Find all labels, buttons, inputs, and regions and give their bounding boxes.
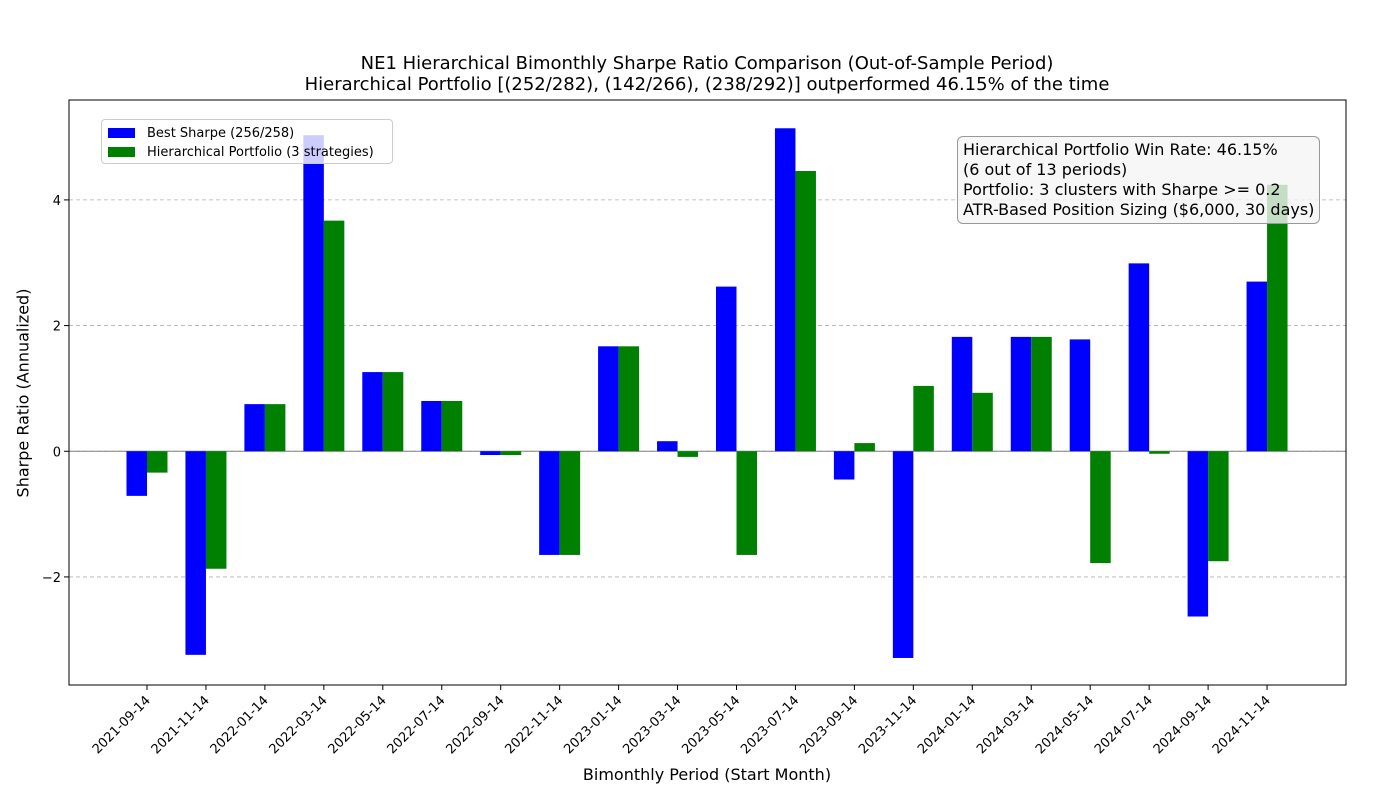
- x-tick-label: 2023-05-14: [679, 693, 743, 757]
- bar-hierarchical: [1208, 451, 1229, 562]
- bar-hierarchical: [264, 404, 286, 452]
- legend-swatch-green: [108, 147, 135, 157]
- x-tick-label: 2024-05-14: [1033, 693, 1097, 757]
- bar-hierarchical: [147, 451, 168, 473]
- chart-title: NE1 Hierarchical Bimonthly Sharpe Ratio …: [360, 53, 1054, 74]
- bar-hierarchical: [323, 220, 345, 452]
- bar-best-sharpe: [1069, 339, 1091, 452]
- x-tick-label: 2022-07-14: [385, 693, 449, 757]
- x-tick-label: 2024-01-14: [915, 693, 979, 757]
- bar-hierarchical: [972, 392, 993, 452]
- x-tick-label: 2022-11-14: [502, 693, 566, 757]
- x-tick-label: 2021-11-14: [149, 693, 213, 757]
- x-tick-label: 2022-09-14: [443, 693, 507, 757]
- legend-swatch-blue: [108, 128, 135, 138]
- annotation-line: ATR-Based Position Sizing ($6,000, 30 da…: [963, 200, 1315, 219]
- bar-best-sharpe: [421, 400, 442, 452]
- bar-hierarchical: [1090, 451, 1111, 564]
- x-tick-label: 2023-01-14: [561, 693, 625, 757]
- bar-hierarchical: [559, 451, 581, 555]
- bar-best-sharpe: [362, 372, 383, 452]
- x-tick-label: 2024-09-14: [1151, 693, 1215, 757]
- x-tick-label: 2022-01-14: [208, 693, 272, 757]
- x-tick-label: 2023-03-14: [620, 693, 684, 757]
- x-tick-label: 2023-09-14: [797, 693, 861, 757]
- bar-best-sharpe: [1010, 336, 1032, 452]
- bar-hierarchical: [1267, 184, 1288, 452]
- bar-best-sharpe: [1128, 263, 1150, 452]
- x-tick-label: 2024-03-14: [974, 693, 1038, 757]
- bar-best-sharpe: [774, 128, 796, 452]
- x-tick-label: 2021-09-14: [90, 693, 154, 757]
- bar-hierarchical: [1149, 451, 1170, 454]
- bar-hierarchical: [795, 171, 816, 452]
- bar-hierarchical: [854, 443, 875, 452]
- x-tick-label: 2022-03-14: [267, 693, 331, 757]
- bar-hierarchical: [205, 451, 227, 569]
- bar-best-sharpe: [539, 451, 560, 555]
- annotation-line: (6 out of 13 periods): [963, 160, 1128, 179]
- x-axis-label: Bimonthly Period (Start Month): [582, 765, 832, 784]
- bar-best-sharpe: [657, 441, 678, 452]
- bar-hierarchical: [736, 451, 757, 555]
- win-rate-annotation: Hierarchical Portfolio Win Rate: 46.15% …: [957, 136, 1321, 224]
- bar-best-sharpe: [185, 451, 206, 655]
- y-tick-label: 4: [53, 194, 61, 209]
- bar-best-sharpe: [892, 451, 914, 658]
- bar-best-sharpe: [598, 346, 619, 452]
- bar-best-sharpe: [480, 451, 501, 456]
- y-tick-label: −2: [42, 571, 61, 586]
- bar-best-sharpe: [244, 404, 265, 452]
- legend: Best Sharpe (256/258) Hierarchical Portf…: [101, 119, 393, 164]
- x-axis-ticks: 2021-09-142021-11-142022-01-142022-03-14…: [90, 685, 1274, 757]
- bar-hierarchical: [382, 372, 404, 452]
- grid-lines: [69, 199, 1346, 578]
- bar-hierarchical: [618, 346, 640, 452]
- bar-best-sharpe: [716, 286, 737, 452]
- chart-subtitle: Hierarchical Portfolio [(252/282), (142/…: [304, 74, 1110, 95]
- x-tick-label: 2022-05-14: [326, 693, 390, 757]
- bar-best-sharpe: [1187, 451, 1209, 617]
- bar-best-sharpe: [951, 336, 973, 452]
- legend-item-hierarchical: Hierarchical Portfolio (3 strategies): [108, 143, 374, 161]
- x-tick-label: 2024-11-14: [1210, 693, 1274, 757]
- annotation-line: Portfolio: 3 clusters with Sharpe >= 0.2: [963, 180, 1281, 199]
- bars: [126, 128, 1288, 658]
- y-axis-ticks: −2 0 2 4: [42, 194, 69, 586]
- legend-label: Best Sharpe (256/258): [147, 125, 295, 141]
- bar-hierarchical: [500, 451, 522, 456]
- bar-hierarchical: [913, 385, 934, 452]
- y-axis-label: Sharpe Ratio (Annualized): [13, 288, 33, 498]
- y-tick-label: 0: [53, 445, 61, 460]
- annotation-line: Hierarchical Portfolio Win Rate: 46.15%: [963, 140, 1278, 159]
- x-tick-label: 2023-11-14: [856, 693, 920, 757]
- bar-best-sharpe: [303, 135, 324, 452]
- legend-label: Hierarchical Portfolio (3 strategies): [147, 144, 374, 160]
- bar-best-sharpe: [1246, 281, 1268, 452]
- x-tick-label: 2024-07-14: [1092, 693, 1156, 757]
- plot-frame: [68, 99, 1347, 686]
- bar-hierarchical: [441, 400, 463, 452]
- legend-item-best-sharpe: Best Sharpe (256/258): [108, 124, 294, 142]
- bar-best-sharpe: [833, 451, 855, 480]
- x-tick-label: 2023-07-14: [738, 693, 802, 757]
- y-tick-label: 2: [53, 320, 61, 335]
- bar-hierarchical: [1031, 336, 1052, 452]
- bar-hierarchical: [677, 451, 699, 457]
- bar-best-sharpe: [126, 451, 147, 496]
